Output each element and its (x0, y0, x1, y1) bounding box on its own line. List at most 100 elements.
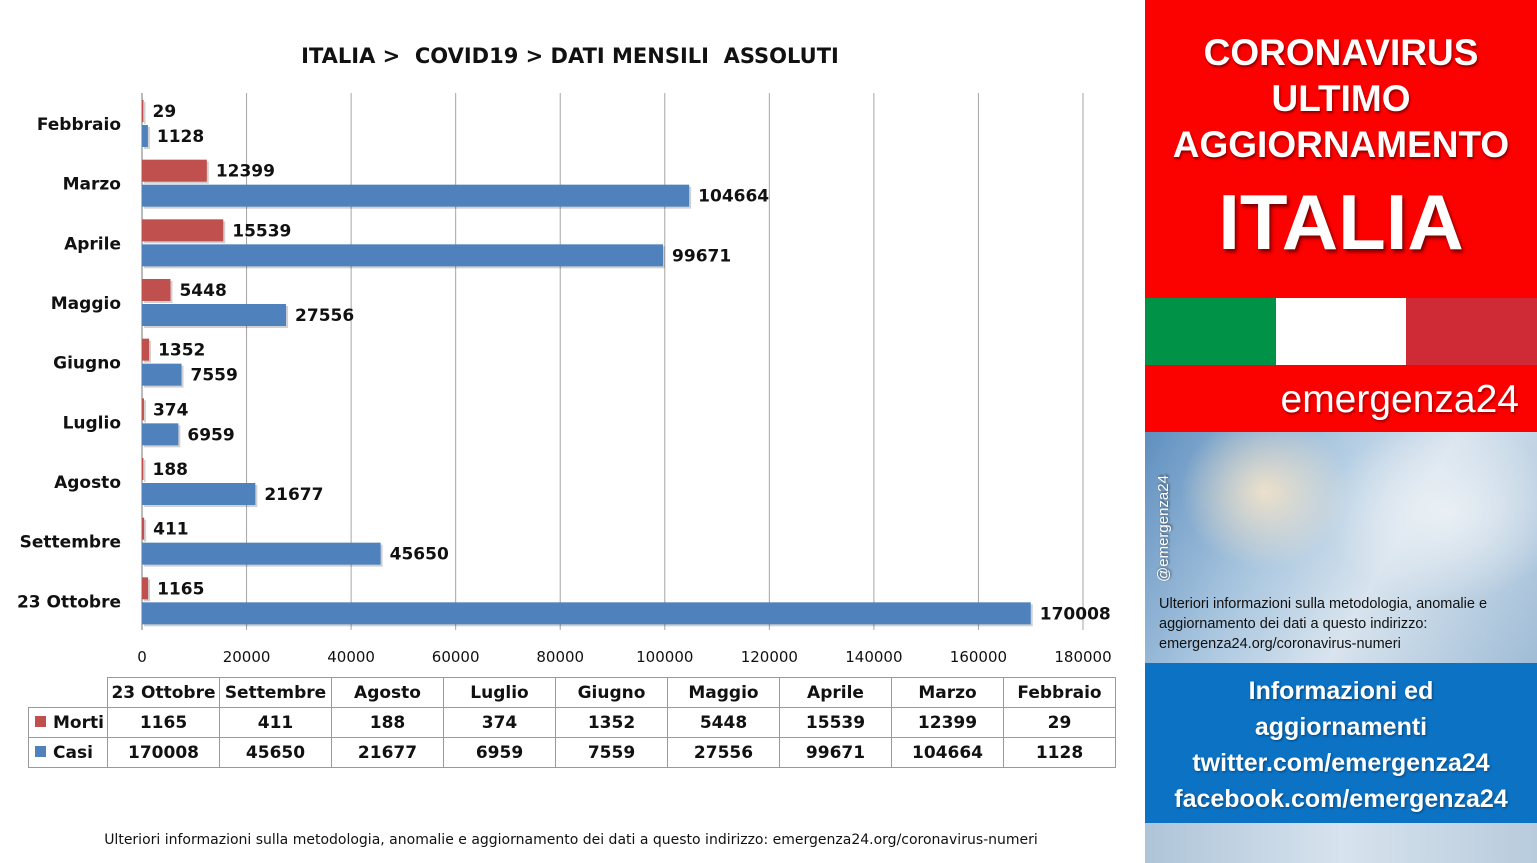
footnote: Ulteriori informazioni sulla metodologia… (104, 832, 1038, 848)
data-label: 170008 (1040, 604, 1111, 624)
table-cell: 99671 (779, 737, 892, 768)
table-column-header: Maggio (667, 677, 780, 708)
table-column-header: Giugno (555, 677, 668, 708)
bar-casi (142, 244, 664, 267)
chart-title: ITALIA > COVID19 > DATI MENSILI ASSOLUTI (301, 44, 839, 68)
x-tick-label: 100000 (636, 648, 693, 666)
table-column-header: Settembre (219, 677, 332, 708)
data-label: 1128 (157, 127, 204, 147)
bar-morti (142, 159, 207, 182)
category-label: Settembre (20, 533, 121, 553)
info-line: Informazioni ed (1248, 677, 1434, 705)
bar-casi (142, 542, 381, 565)
bar-casi (142, 483, 256, 505)
data-label: 12399 (216, 162, 275, 182)
data-table: 23 Ottobre Settembre Agosto Luglio Giugno Mag… (28, 677, 1116, 768)
row-label: Casi (28, 737, 108, 768)
headline-line: ULTIMO (1271, 78, 1411, 119)
bar-morti (142, 338, 150, 361)
bar-shadow (144, 460, 146, 482)
table-column-header: Luglio (443, 677, 556, 708)
bar-casi (142, 363, 182, 386)
x-tick-label: 160000 (950, 648, 1007, 666)
chart-area: ITALIA > COVID19 > DATI MENSILI ASSOLUTI… (16, 44, 1116, 848)
table-cell: 27556 (667, 737, 780, 768)
table-header-row: 23 Ottobre Settembre Agosto Luglio Giugno Mag… (28, 677, 1116, 708)
table-cell: 5448 (667, 707, 780, 738)
table-cell: 374 (443, 707, 556, 738)
headline-line: CORONAVIRUS (1203, 32, 1479, 73)
info-box: Informazioni ed aggiornamenti twitter.co… (1145, 663, 1537, 823)
facebook-link[interactable]: facebook.com/emergenza24 (1174, 785, 1508, 813)
social-handle: @emergenza24 (1155, 475, 1172, 582)
row-label: Morti (28, 707, 108, 738)
brand-name: emergenza24 (1280, 378, 1520, 421)
data-label: 7559 (191, 366, 238, 386)
bar-casi (142, 184, 690, 207)
bar-morti (142, 219, 224, 242)
x-tick-label: 20000 (223, 648, 271, 666)
data-label: 21677 (264, 485, 323, 505)
bar-shadow (144, 519, 147, 542)
data-label: 5448 (179, 281, 226, 301)
bar-morti (142, 517, 145, 540)
table-cell: 6959 (443, 737, 556, 768)
bar-morti (142, 279, 171, 301)
table-cell: 411 (219, 707, 332, 738)
bar-chart: 0 20000 40000 60000 80000 100000 120000 140000 1… (17, 93, 1112, 666)
side-note: Ulteriori informazioni sulla metodologia… (1159, 596, 1488, 652)
data-label: 6959 (187, 425, 234, 445)
table-cell: 104664 (891, 737, 1004, 768)
table-column-header: 23 Ottobre (107, 677, 220, 708)
bar-morti (142, 398, 144, 421)
table-cell: 170008 (107, 737, 220, 768)
bar-morti (142, 100, 144, 122)
category-label: Febbraio (37, 115, 121, 135)
x-tick-label: 80000 (536, 648, 584, 666)
italian-flag (1145, 298, 1537, 365)
info-line: aggiornamenti (1254, 713, 1428, 741)
x-tick-label: 180000 (1054, 648, 1111, 666)
headline-box: CORONAVIRUS ULTIMO AGGIORNAMENTO ITALIA (1145, 0, 1537, 298)
data-label: 29 (153, 102, 177, 122)
table-column-header: Marzo (891, 677, 1004, 708)
data-label: 15539 (232, 221, 291, 241)
table-cell: 7559 (555, 737, 668, 768)
x-tick-label: 0 (137, 648, 147, 666)
data-label: 1165 (157, 579, 204, 599)
category-label: Luglio (63, 413, 121, 433)
table-cell: 21677 (331, 737, 444, 768)
data-label: 27556 (295, 306, 354, 326)
x-tick-label: 40000 (327, 648, 375, 666)
x-tick-label: 140000 (845, 648, 902, 666)
twitter-link[interactable]: twitter.com/emergenza24 (1192, 749, 1490, 777)
table-column-header: Febbraio (1003, 677, 1116, 708)
table-cell: 1128 (1003, 737, 1116, 768)
table-cell: 15539 (779, 707, 892, 738)
category-label: 23 Ottobre (17, 592, 121, 612)
bar-morti (142, 458, 144, 480)
data-label: 104664 (698, 187, 769, 207)
data-label: 374 (153, 400, 189, 420)
bar-shadow (144, 102, 146, 124)
table-cell: 1165 (107, 707, 220, 738)
side-panel: CORONAVIRUS ULTIMO AGGIORNAMENTO ITALIA … (1145, 0, 1537, 863)
table-row: Casi 170008 45650 21677 6959 7559 27556 99671 10… (28, 737, 1116, 768)
table-cell: 45650 (219, 737, 332, 768)
bottom-photo-strip (1145, 823, 1537, 863)
table-row: Morti 1165 411 188 374 1352 5448 15539 12399 29 (28, 707, 1116, 738)
data-label: 1352 (158, 341, 205, 361)
table-column-header: Agosto (331, 677, 444, 708)
background-photo: @emergenza24 Ulteriori informazioni sull… (1145, 432, 1537, 663)
bar-casi (142, 602, 1031, 625)
flag-stripe-green (1145, 298, 1276, 365)
data-label: 99671 (672, 246, 731, 266)
data-label: 188 (153, 460, 189, 480)
legend-label: Morti (53, 712, 104, 733)
headline-line: AGGIORNAMENTO (1172, 124, 1510, 165)
table-cell: 12399 (891, 707, 1004, 738)
legend-key (35, 745, 46, 757)
table-cell: 29 (1003, 707, 1116, 738)
bar-morti (142, 577, 149, 600)
x-tick-label: 120000 (741, 648, 798, 666)
